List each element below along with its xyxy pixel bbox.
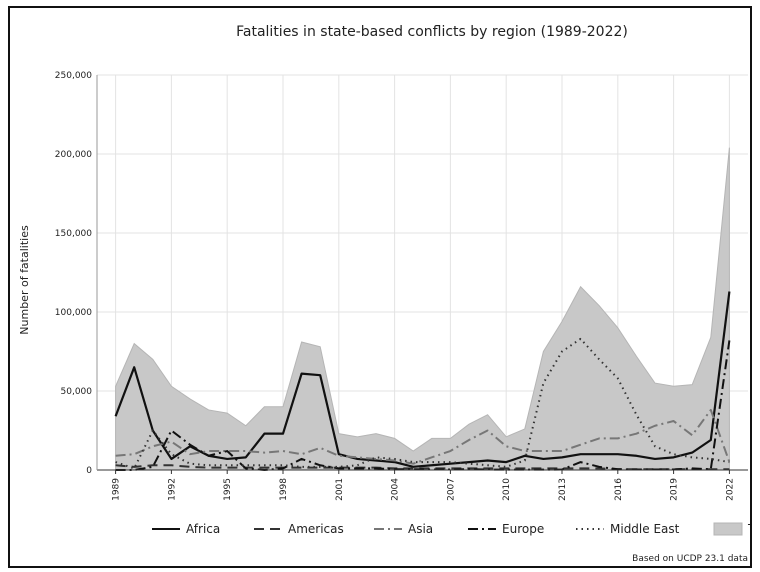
legend-label-total: Total — [747, 522, 750, 536]
x-tick-label: 1992 — [167, 478, 177, 501]
source-note: Based on UCDP 23.1 data — [632, 554, 748, 564]
x-tick-label: 2007 — [446, 478, 456, 501]
legend-label-africa: Africa — [186, 522, 220, 536]
x-tick-label: 1998 — [279, 478, 289, 501]
y-tick-label: 200,000 — [55, 150, 92, 160]
series-area-total — [115, 147, 730, 471]
x-tick-label: 2004 — [391, 478, 401, 501]
chart-title: Fatalities in state-based conflicts by r… — [236, 24, 628, 40]
y-tick-label: 100,000 — [55, 308, 92, 318]
chart-frame: Fatalities in state-based conflicts by r… — [8, 6, 752, 568]
x-axis-ticks: 1989 1992 1995 1998 2001 2004 2007 2010 2013 2016… — [112, 470, 735, 501]
x-tick-label: 2013 — [558, 478, 568, 501]
legend-label-americas: Americas — [288, 522, 344, 536]
x-tick-label: 1995 — [223, 478, 233, 501]
axes — [96, 75, 748, 471]
series-line-africa — [114, 291, 731, 468]
legend: Africa Americas Asia Europe Middle East Total — [152, 522, 750, 536]
y-tick-label: 50,000 — [61, 387, 93, 397]
legend-label-europe: Europe — [502, 522, 544, 536]
chart: Fatalities in state-based conflicts by r… — [18, 24, 750, 564]
legend-label-asia: Asia — [408, 522, 433, 536]
y-tick-label: 250,000 — [55, 71, 92, 81]
series-line-middle-east — [115, 337, 730, 470]
legend-label-middle-east: Middle East — [610, 522, 680, 536]
series-line-asia — [115, 408, 731, 465]
y-tick-label: 150,000 — [55, 229, 92, 239]
x-tick-label: 2019 — [670, 478, 680, 501]
y-axis-ticks: 0 50,000 100,000 150,000 200,000 250,000 — [55, 71, 92, 476]
y-tick-label: 0 — [86, 466, 92, 476]
series-line-europe — [115, 340, 731, 471]
legend-swatch-total — [713, 522, 743, 536]
x-tick-label: 2016 — [614, 478, 624, 501]
x-tick-label: 2001 — [335, 478, 345, 501]
series-lines — [114, 291, 731, 471]
x-tick-label: 2022 — [725, 478, 735, 501]
x-tick-label: 2010 — [502, 478, 512, 501]
x-tick-label: 1989 — [112, 478, 122, 501]
total-area — [115, 147, 730, 471]
y-axis-label: Number of fatalities — [18, 225, 31, 335]
